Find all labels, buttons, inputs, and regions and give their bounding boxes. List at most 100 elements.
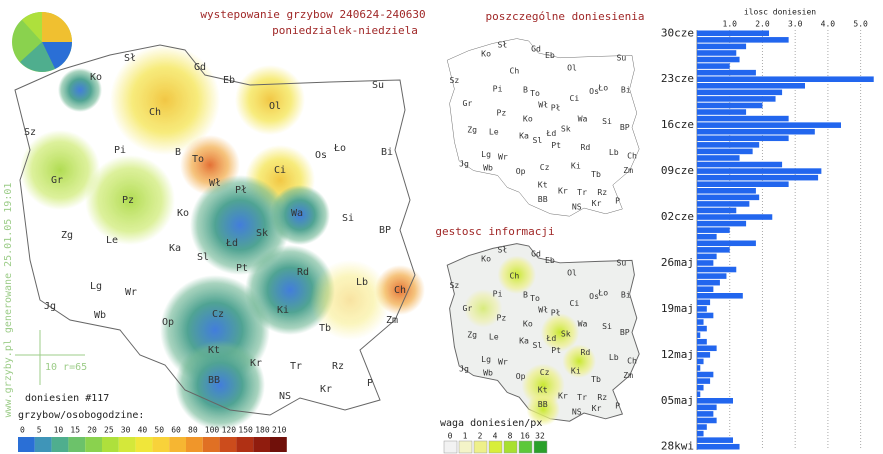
- legend-swatch: [186, 437, 203, 452]
- city-label: Lb: [356, 277, 368, 288]
- bar: [697, 76, 874, 82]
- legend-label: 80: [188, 426, 198, 435]
- legend-swatch: [51, 437, 69, 452]
- legend-swatch: [473, 440, 488, 454]
- bar: [697, 411, 714, 417]
- legend-label: 50: [154, 426, 164, 435]
- y-tick-label: 23cze: [661, 72, 694, 85]
- scale-label: 10 r=65: [45, 362, 87, 373]
- legend-swatch: [34, 437, 52, 452]
- bar: [697, 352, 711, 358]
- city-label: Zm: [623, 165, 633, 175]
- bar: [697, 371, 714, 378]
- city-label: Ko: [523, 114, 533, 124]
- city-label: P: [615, 400, 620, 410]
- city-label: Lg: [481, 354, 491, 364]
- city-label: Ci: [569, 298, 579, 308]
- legend-swatch: [443, 440, 458, 454]
- city-label: Wr: [498, 357, 508, 367]
- legend-label: 15: [70, 426, 80, 435]
- bar: [697, 430, 704, 437]
- city-label: Ol: [269, 101, 281, 112]
- city-label: Zm: [623, 370, 633, 380]
- legend-swatch: [169, 437, 186, 452]
- city-label: Gd: [531, 249, 541, 259]
- city-label: Si: [342, 213, 354, 224]
- city-label: Pi: [114, 145, 126, 156]
- city-label: P: [367, 378, 373, 389]
- city-label: Op: [516, 166, 526, 176]
- city-label: Pi: [493, 289, 503, 299]
- city-labels: Ko Sł Gd Eb Ol Su Ch Pi B To Wł Os Ło Bi Sz Gr Pz Ko Pł Ci W…: [24, 53, 406, 402]
- bar: [697, 194, 760, 201]
- city-label: Ch: [394, 285, 406, 296]
- city-label: Kr: [250, 358, 262, 369]
- y-tick-label: 16cze: [661, 118, 694, 131]
- bar: [697, 404, 717, 411]
- city-label: Zg: [467, 329, 477, 339]
- legend-title: grzybow/osobogodzine:: [18, 410, 144, 421]
- legend-swatch: [135, 437, 153, 452]
- city-label: Gr: [51, 175, 63, 186]
- bar: [697, 240, 756, 247]
- city-label: Tr: [290, 361, 302, 372]
- city-label: Zm: [386, 315, 398, 326]
- legend: 0 5 10 15 20 25 30 40 50 60 80 100 120 150 180 210: [18, 426, 287, 452]
- city-label: Ko: [177, 208, 189, 219]
- city-label: Le: [489, 332, 499, 342]
- city-label: Eb: [545, 50, 555, 60]
- city-label: Ki: [277, 305, 289, 316]
- city-label: Ło: [597, 288, 608, 298]
- city-label: B: [523, 289, 528, 299]
- bar: [697, 227, 730, 233]
- bar: [697, 37, 789, 43]
- city-label: Kr: [592, 403, 602, 413]
- bar: [697, 128, 815, 135]
- city-label: Wb: [94, 310, 106, 321]
- city-label: Ko: [481, 253, 491, 263]
- legend-label: 25: [104, 426, 114, 435]
- city-label: Sz: [449, 280, 459, 290]
- legend-label: 180: [255, 426, 270, 435]
- legend-swatch: [68, 437, 86, 452]
- city-label: Cz: [540, 367, 550, 377]
- bar: [697, 345, 717, 352]
- bar: [697, 378, 711, 384]
- city-label: Tb: [591, 169, 601, 179]
- city-label: Cz: [212, 309, 224, 320]
- city-label: Ka: [169, 243, 181, 254]
- city-label: Lb: [609, 352, 619, 362]
- legend-label: 16: [520, 432, 530, 441]
- city-label: Jg: [44, 301, 56, 312]
- bar: [697, 417, 717, 424]
- legend-label: 30: [121, 426, 131, 435]
- bar: [697, 358, 704, 365]
- legend-swatch: [458, 440, 473, 454]
- city-label: Jg: [459, 363, 469, 373]
- bar: [697, 325, 707, 332]
- city-label: Rd: [581, 347, 591, 357]
- city-label: Sk: [256, 228, 268, 239]
- city-label: Pi: [493, 84, 503, 94]
- city-label: To: [192, 154, 204, 165]
- bar: [697, 155, 740, 161]
- density-blobs: [20, 45, 425, 430]
- city-label: Rz: [597, 392, 607, 402]
- main-map: Ko Sł Gd Eb Ol Su Ch Pi B To Wł Os Ło Bi Sz Gr Pz Ko Pł Ci W…: [3, 12, 425, 452]
- city-label: Sł: [497, 39, 507, 49]
- bar: [697, 102, 763, 109]
- city-label: Lg: [481, 149, 491, 159]
- city-label: Łd: [545, 128, 556, 138]
- bar: [697, 30, 769, 37]
- bar: [697, 109, 747, 115]
- bar: [697, 69, 756, 76]
- city-label: Su: [617, 52, 627, 62]
- bar: [697, 96, 776, 102]
- legend-label: 150: [238, 426, 253, 435]
- bar: [697, 365, 701, 371]
- bar: [697, 214, 773, 220]
- city-label: Pł: [551, 308, 561, 318]
- city-label: B: [523, 84, 528, 94]
